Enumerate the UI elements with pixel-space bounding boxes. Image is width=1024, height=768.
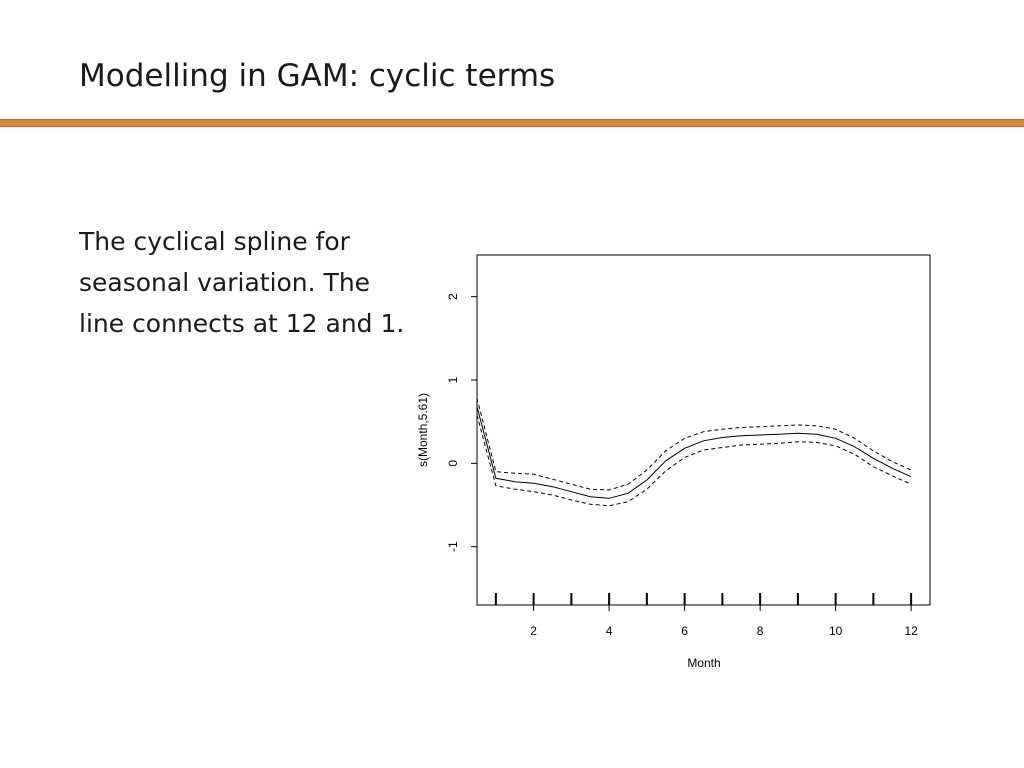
x-tick-label: 8 [757,624,764,638]
y-tick-label: -1 [446,541,460,552]
slide-title: Modelling in GAM: cyclic terms [79,58,556,94]
x-tick-label: 12 [904,624,918,638]
x-axis-label: Month [687,656,720,670]
x-axis: 2 4 6 8 10 12 [530,605,918,638]
x-tick-label: 6 [681,624,688,638]
series-lines [476,398,912,507]
y-tick-label: 1 [446,376,460,383]
x-tick-label: 4 [606,624,613,638]
y-axis-label: s(Month,5.61) [416,393,430,467]
smooth-fit-line [476,406,912,499]
confidence-band-line [476,414,912,507]
x-tick-label: 2 [530,624,537,638]
body-text: The cyclical spline for seasonal variati… [79,227,405,338]
title-divider [0,119,1024,127]
x-tick-label: 10 [829,624,843,638]
y-tick-label: 2 [446,293,460,300]
plot-frame [476,254,931,606]
confidence-band-line [476,398,912,491]
y-tick-label: 0 [446,460,460,467]
rug-marks [494,593,913,605]
y-axis: -1 0 1 2 [446,293,477,552]
